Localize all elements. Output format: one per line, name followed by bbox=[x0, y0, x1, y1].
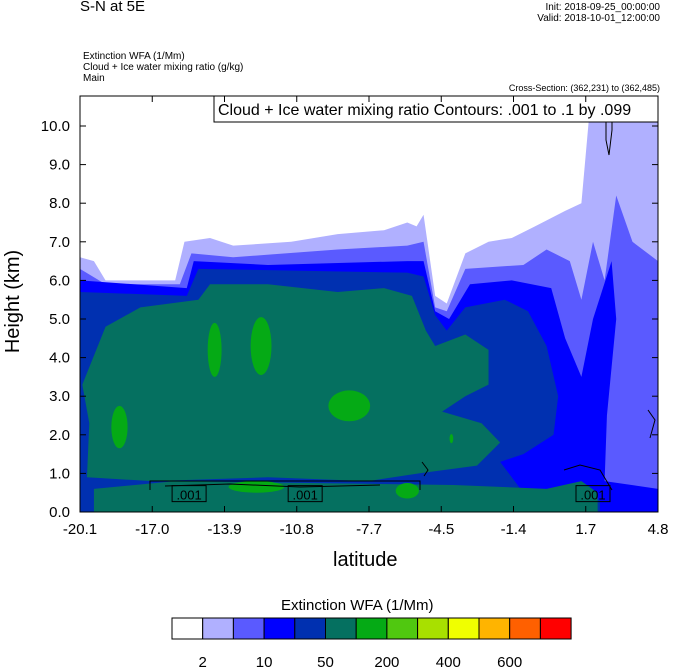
field-label: Extinction WFA (1/Mm) bbox=[83, 51, 185, 62]
colorbar-title: Extinction WFA (1/Mm) bbox=[281, 597, 434, 614]
y-tick-label: 2.0 bbox=[49, 427, 70, 444]
colorbar-swatch bbox=[539, 617, 572, 640]
contour-blob bbox=[111, 405, 128, 449]
y-tick-label: 8.0 bbox=[49, 195, 70, 212]
contour-blob bbox=[228, 481, 285, 493]
colorbar-swatch bbox=[294, 617, 326, 640]
contour-blob bbox=[207, 322, 222, 377]
colorbar-label: 200 bbox=[374, 654, 399, 668]
x-tick-label: -17.0 bbox=[135, 521, 169, 538]
y-tick-label: 1.0 bbox=[49, 465, 70, 482]
colorbar-label: 600 bbox=[497, 654, 522, 668]
colorbar-label: 2 bbox=[199, 654, 207, 668]
x-tick-label: -7.7 bbox=[356, 521, 382, 538]
x-axis-label: latitude bbox=[333, 549, 398, 571]
contour-blob bbox=[395, 483, 419, 499]
colorbar-swatch bbox=[202, 617, 234, 640]
x-tick-label: -10.8 bbox=[280, 521, 314, 538]
colorbar-swatch bbox=[171, 617, 204, 640]
init-time: Init: 2018-09-25_00:00:00 bbox=[545, 2, 660, 13]
colorbar-swatch bbox=[417, 617, 449, 640]
valid-time: Valid: 2018-10-01_12:00:00 bbox=[537, 13, 660, 24]
colorbar-swatch bbox=[509, 617, 541, 640]
contour-label-box bbox=[287, 485, 323, 503]
y-tick-label: 9.0 bbox=[49, 157, 70, 174]
plot-title: S-N at 5E bbox=[80, 0, 146, 15]
y-axis-label: Height (km) bbox=[2, 249, 25, 354]
y-tick-label: 0.0 bbox=[49, 504, 70, 521]
colorbar-label: 10 bbox=[256, 654, 273, 668]
contour-label-box bbox=[575, 485, 611, 503]
x-tick-label: -1.4 bbox=[501, 521, 527, 538]
y-tick-label: 3.0 bbox=[49, 388, 70, 405]
y-tick-label: 7.0 bbox=[49, 234, 70, 251]
contour-label: .001 bbox=[293, 488, 318, 503]
y-tick-label: 4.0 bbox=[49, 350, 70, 367]
field-label: Main bbox=[83, 73, 105, 84]
contour-region-level-5 bbox=[82, 284, 501, 482]
contour-info-box bbox=[213, 95, 659, 123]
y-tick-label: 10.0 bbox=[41, 118, 70, 135]
contour-label: .001 bbox=[176, 488, 201, 503]
contour-lines bbox=[149, 96, 656, 491]
colorbar-swatch bbox=[263, 617, 296, 640]
y-tick-label: 5.0 bbox=[49, 311, 70, 328]
colorbar-swatch bbox=[478, 617, 511, 640]
x-tick-label: 1.7 bbox=[575, 521, 596, 538]
colorbar-swatch bbox=[386, 617, 419, 640]
colorbar-swatch bbox=[447, 617, 480, 640]
contour-label-box bbox=[171, 485, 207, 503]
colorbar-label: 50 bbox=[317, 654, 334, 668]
colorbar-swatch bbox=[325, 617, 357, 640]
colorbar-swatch bbox=[232, 617, 265, 640]
contour-label: .001 bbox=[580, 488, 605, 503]
x-tick-label: -13.9 bbox=[207, 521, 241, 538]
contour-blob bbox=[250, 317, 272, 375]
y-tick-label: 6.0 bbox=[49, 272, 70, 289]
filled-contours bbox=[80, 98, 658, 512]
contour-info: Cloud + Ice water mixing ratio Contours:… bbox=[218, 102, 631, 119]
field-label: Cloud + Ice water mixing ratio (g/kg) bbox=[83, 62, 244, 73]
colorbar-swatch bbox=[355, 617, 388, 640]
x-tick-label: -20.1 bbox=[63, 521, 97, 538]
cross-section-label: Cross-Section: (362,231) to (362,485) bbox=[508, 83, 660, 93]
contour-blob bbox=[449, 434, 454, 444]
contour-region-level-5 bbox=[93, 481, 598, 512]
x-tick-label: -4.5 bbox=[428, 521, 454, 538]
colorbar-label: 400 bbox=[436, 654, 461, 668]
contour-blob bbox=[328, 390, 371, 422]
x-tick-label: 4.8 bbox=[648, 521, 669, 538]
